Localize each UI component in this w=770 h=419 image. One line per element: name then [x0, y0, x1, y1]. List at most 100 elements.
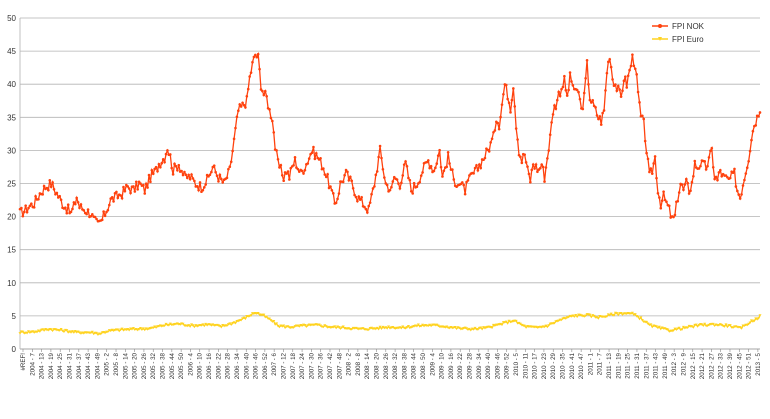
data-point — [757, 317, 761, 320]
data-point — [180, 169, 183, 173]
data-point — [650, 172, 654, 175]
data-point — [632, 64, 636, 68]
data-point — [89, 214, 93, 218]
data-point — [323, 324, 327, 327]
data-point — [106, 208, 110, 212]
data-point — [391, 326, 395, 329]
data-point — [349, 175, 352, 179]
data-point — [633, 313, 637, 316]
data-point — [358, 198, 362, 201]
y-tick-label: 20 — [7, 213, 16, 222]
data-point — [102, 210, 105, 213]
data-point — [755, 318, 759, 321]
data-point — [751, 129, 755, 133]
data-point — [513, 105, 517, 108]
data-point — [225, 176, 229, 180]
data-point — [673, 213, 677, 217]
data-point — [138, 326, 142, 330]
x-tick-label: 2011 - 1 — [587, 352, 594, 375]
data-point — [749, 319, 753, 323]
data-point — [404, 327, 408, 330]
data-point — [62, 330, 66, 334]
data-point — [565, 94, 569, 97]
data-point — [178, 323, 182, 326]
data-point — [405, 326, 409, 329]
data-point — [602, 109, 606, 112]
data-point — [143, 328, 147, 332]
data-point — [642, 117, 646, 121]
data-point — [609, 65, 613, 69]
data-point — [567, 315, 571, 319]
data-point — [151, 172, 155, 176]
data-point — [401, 174, 405, 177]
data-point — [590, 101, 593, 104]
data-point — [428, 323, 432, 327]
x-tick-label: 2011 - 13 — [606, 352, 613, 378]
data-point — [317, 323, 321, 327]
data-point — [748, 149, 752, 153]
data-point — [120, 327, 124, 331]
data-point — [249, 71, 253, 74]
data-point — [279, 324, 283, 328]
data-point — [720, 174, 724, 178]
data-point — [743, 178, 746, 182]
data-point — [439, 165, 443, 169]
data-point — [269, 116, 273, 120]
x-tick-label: 2004 - 43 — [85, 352, 92, 379]
x-tick-label: 2011 - 37 — [643, 352, 650, 378]
data-point — [215, 174, 219, 178]
data-point — [361, 327, 365, 330]
x-tick-label: 2007 - 30 — [308, 352, 315, 379]
data-point — [571, 314, 575, 318]
data-point — [489, 141, 492, 144]
x-tick-label: 2006 - 10 — [197, 352, 204, 379]
data-point — [24, 204, 27, 207]
data-point — [434, 166, 437, 170]
data-point — [561, 85, 565, 89]
data-point — [144, 182, 148, 186]
data-point — [630, 311, 634, 315]
data-point — [297, 170, 301, 173]
data-point — [95, 217, 98, 221]
data-point — [27, 206, 30, 210]
data-point — [655, 176, 658, 180]
data-point — [692, 174, 695, 178]
data-point — [30, 202, 33, 206]
data-point — [208, 173, 212, 177]
x-tick-label: 2004 - 7 — [29, 352, 36, 375]
data-point — [66, 331, 70, 334]
data-point — [625, 86, 629, 89]
data-point — [235, 115, 239, 119]
x-tick-label: 2012 - 51 — [746, 352, 753, 379]
data-point — [268, 317, 272, 321]
data-point — [22, 210, 26, 214]
data-point — [682, 188, 685, 192]
data-point — [167, 323, 171, 327]
data-point — [496, 121, 500, 125]
data-point — [666, 328, 670, 332]
data-point — [168, 153, 172, 156]
data-point — [300, 169, 304, 173]
data-point — [616, 313, 620, 317]
x-tick-label: 2011 - 49 — [662, 352, 669, 378]
data-point — [142, 183, 145, 187]
data-point — [370, 192, 373, 196]
data-point — [524, 326, 528, 329]
data-point — [677, 191, 681, 194]
data-point — [313, 157, 317, 161]
data-point — [49, 185, 53, 189]
data-point — [70, 330, 74, 333]
data-point — [502, 93, 505, 96]
data-point — [599, 123, 603, 126]
data-point — [479, 326, 483, 330]
data-point — [699, 164, 702, 168]
data-point — [211, 323, 215, 326]
data-point — [500, 103, 504, 106]
data-point — [306, 162, 310, 165]
data-point — [34, 194, 37, 198]
data-point — [220, 177, 223, 181]
series-points-fpi-euro — [18, 311, 762, 337]
data-point — [519, 155, 522, 159]
data-point — [546, 157, 549, 160]
data-point — [550, 121, 553, 124]
